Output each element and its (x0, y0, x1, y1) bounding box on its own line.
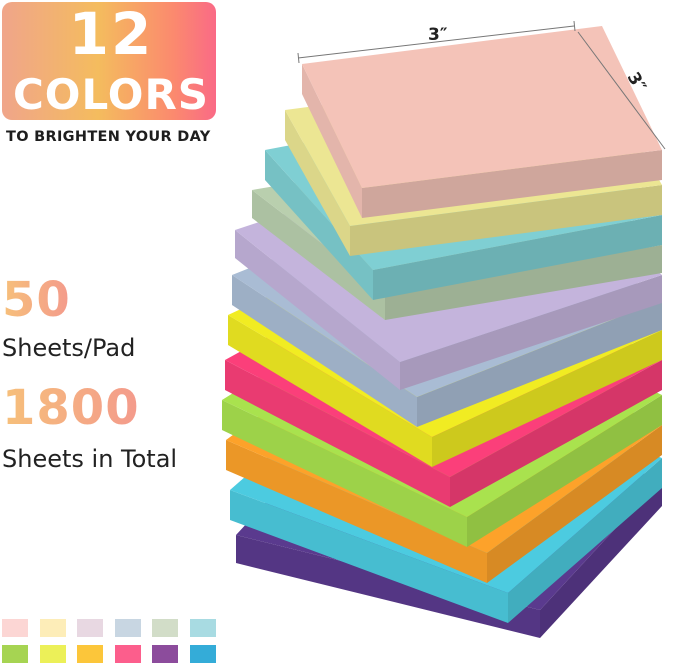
color-swatch (77, 619, 103, 637)
sheets-per-pad-value: 50 (2, 272, 71, 328)
dimension-lines (297, 20, 666, 150)
pad-front-edge (467, 395, 662, 547)
pad-top-face (302, 26, 662, 188)
color-swatch (152, 645, 178, 663)
pad-left-edge (230, 490, 508, 623)
pad-left-edge (235, 230, 400, 390)
pad-front-edge (487, 425, 662, 583)
pad-left-edge (236, 535, 540, 638)
pad-front-edge (385, 245, 662, 320)
tagline: TO BRIGHTEN YOUR DAY (6, 129, 211, 145)
pad-left-edge (302, 64, 362, 218)
color-swatch (40, 645, 66, 663)
badge-count: 12 (68, 0, 154, 68)
twelve-colors-badge: 12 COLORS (2, 0, 216, 120)
total-sheets-label: Sheets in Total (2, 445, 178, 473)
color-swatch (77, 645, 103, 663)
sticky-pad (302, 26, 662, 218)
pad-front-edge (350, 185, 662, 256)
color-swatch (2, 619, 28, 637)
pad-left-edge (265, 150, 373, 300)
pad-front-edge (508, 458, 662, 623)
pad-front-edge (432, 330, 662, 467)
pad-left-edge (228, 315, 432, 467)
width-dimension: 3″ (428, 25, 448, 45)
pad-left-edge (285, 110, 350, 256)
pad-front-edge (450, 360, 662, 507)
color-swatch (115, 645, 141, 663)
pad-left-edge (222, 400, 467, 547)
color-swatch (190, 645, 216, 663)
pad-front-edge (417, 300, 662, 427)
color-swatch (152, 619, 178, 637)
pad-left-edge (226, 440, 487, 583)
color-swatch (2, 645, 28, 663)
total-sheets-value: 1800 (2, 380, 140, 436)
pad-front-edge (400, 275, 662, 390)
pad-front-edge (362, 150, 662, 218)
sheets-per-pad-label: Sheets/Pad (2, 334, 136, 362)
color-swatch (190, 619, 216, 637)
color-swatch (40, 619, 66, 637)
badge-word: COLORS (12, 70, 210, 119)
pad-front-edge (540, 478, 662, 638)
pad-left-edge (225, 360, 450, 507)
pad-left-edge (252, 190, 385, 320)
color-swatch (115, 619, 141, 637)
pad-front-edge (373, 215, 662, 300)
pad-left-edge (232, 275, 417, 427)
